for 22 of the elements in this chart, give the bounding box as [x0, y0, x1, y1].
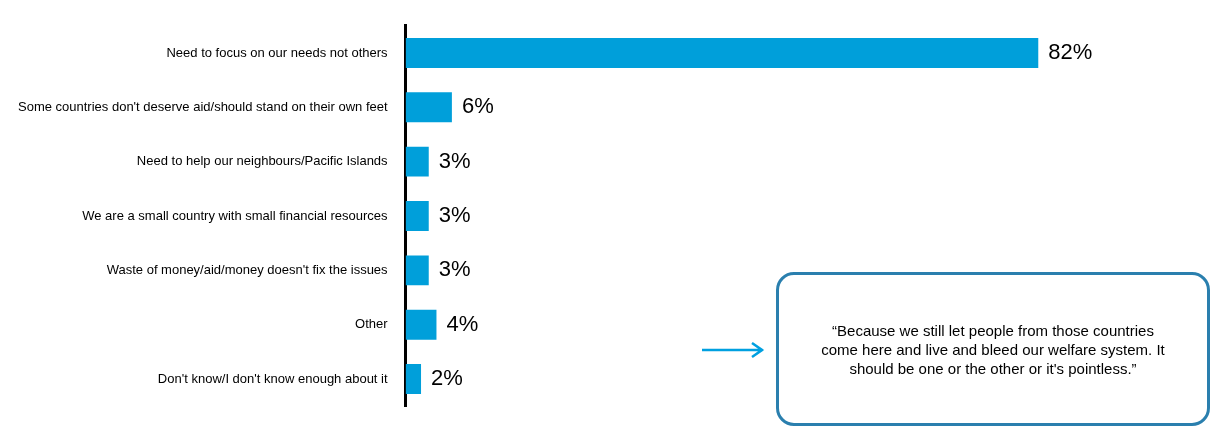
- bar: [405, 309, 437, 340]
- y-tick-label: Waste of money/aid/money doesn't fix the issues: [106, 261, 389, 277]
- y-tick-label: We are a small country with small financial resources: [82, 207, 389, 223]
- y-tick-label: Don't know/I don't know enough about it: [157, 370, 388, 386]
- bar: [405, 364, 422, 394]
- data-label: 3%: [438, 202, 471, 228]
- bar: [405, 92, 452, 123]
- y-tick-label: Need to focus on our needs not others: [166, 44, 389, 60]
- bar: [405, 38, 1039, 68]
- y-tick-label: Need to help our neighbours/Pacific Islands: [136, 153, 389, 169]
- data-label: 4%: [446, 310, 479, 336]
- data-label: 82%: [1048, 39, 1093, 65]
- data-label: 6%: [461, 93, 494, 119]
- y-tick-label: Some countries don't deserve aid/should stand on their own feet: [17, 98, 388, 114]
- data-label: 3%: [438, 147, 471, 173]
- callout-box: “Because we still let people from those countries come here and live and bleed our welfare system. It should be one or the other or it's pointless.”: [776, 272, 1210, 426]
- data-label: 2%: [431, 365, 463, 391]
- bar: [405, 146, 429, 177]
- y-tick-label: Other: [355, 316, 389, 332]
- data-label: 3%: [438, 256, 471, 282]
- bar: [405, 255, 429, 286]
- bar: [405, 201, 429, 231]
